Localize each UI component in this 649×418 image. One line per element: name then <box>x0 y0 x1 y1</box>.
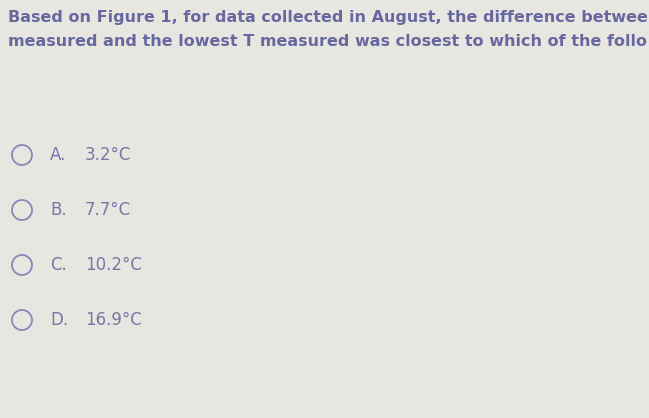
Text: A.: A. <box>50 146 66 164</box>
Text: 7.7°C: 7.7°C <box>85 201 131 219</box>
Text: D.: D. <box>50 311 68 329</box>
Text: B.: B. <box>50 201 67 219</box>
Text: 10.2°C: 10.2°C <box>85 256 142 274</box>
Text: C.: C. <box>50 256 67 274</box>
Text: 16.9°C: 16.9°C <box>85 311 141 329</box>
Text: measured and the lowest T measured was closest to which of the follo: measured and the lowest T measured was c… <box>8 34 647 49</box>
Text: Based on Figure 1, for data collected in August, the difference betwee: Based on Figure 1, for data collected in… <box>8 10 648 25</box>
Text: 3.2°C: 3.2°C <box>85 146 131 164</box>
